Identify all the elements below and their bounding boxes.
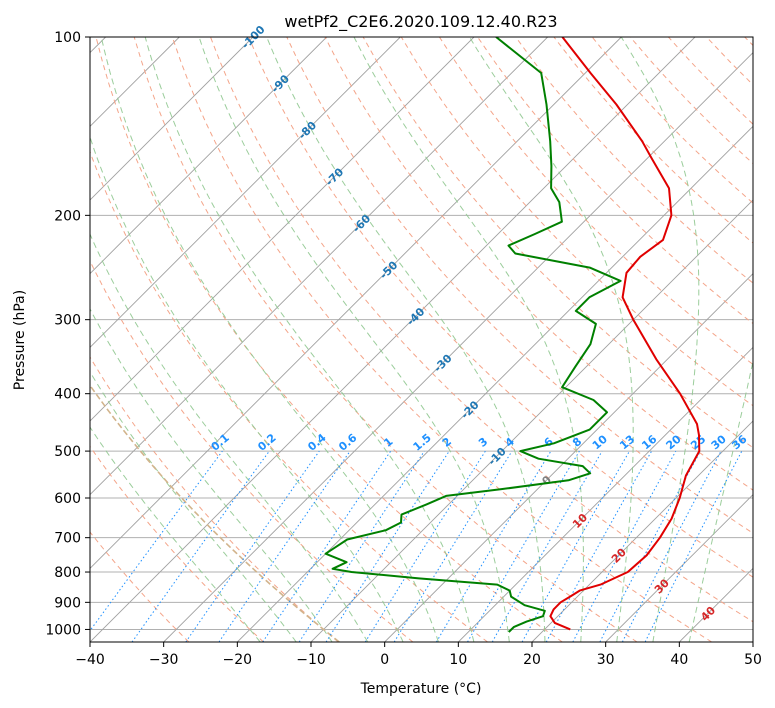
dry-adiabat-line	[90, 259, 414, 642]
moist-adiabat-line	[198, 37, 510, 642]
mixing-ratio-line	[218, 450, 351, 642]
chart-title: wetPf2_C2E6.2020.109.12.40.R23	[284, 12, 557, 32]
isotherm-line	[90, 37, 475, 422]
moist-adiabat-line	[90, 426, 261, 642]
mixing-ratio-line	[262, 450, 392, 642]
x-tick-label: 50	[744, 652, 762, 668]
x-tick-label: 30	[597, 652, 615, 668]
y-tick-label: 800	[54, 565, 81, 581]
moist-adiabat-line	[90, 232, 369, 642]
x-tick-label: 20	[523, 652, 541, 668]
moist-adiabat-line	[144, 37, 475, 642]
x-tick-label: −20	[223, 652, 253, 668]
isotherm-line	[605, 494, 753, 642]
y-tick-label: 900	[54, 595, 81, 611]
isotherm-line	[163, 52, 753, 642]
mixing-ratio-line	[90, 450, 223, 632]
isotherm-line	[752, 641, 753, 642]
isotherm-line	[90, 37, 548, 496]
moist-adiabat-line	[90, 135, 404, 642]
x-tick-label: −40	[75, 652, 105, 668]
moist-adiabat-line	[90, 370, 297, 642]
x-axis-label: Temperature (°C)	[360, 681, 482, 697]
mixing-ratio-line	[298, 450, 425, 642]
isotherm-line	[90, 37, 327, 275]
mixing-ratio-line	[325, 450, 450, 642]
dry-adiabat-line	[400, 37, 753, 407]
dry-adiabat-line	[90, 150, 488, 642]
mixing-ratio-line	[185, 450, 320, 642]
x-tick-label: −10	[296, 652, 326, 668]
dry-adiabat-line	[90, 445, 264, 642]
moist-adiabat-line	[100, 37, 439, 642]
dry-adiabat-line	[90, 356, 339, 642]
background-lines	[90, 37, 753, 642]
moist-adiabat-line	[620, 37, 700, 642]
mixing-ratio-line	[521, 450, 630, 642]
isotherm-line	[90, 37, 696, 642]
x-tick-label: −30	[149, 652, 179, 668]
y-tick-label: 300	[54, 313, 81, 329]
isotherm-line	[90, 37, 622, 569]
y-tick-label: 200	[54, 208, 81, 224]
temperature-profile-line	[549, 37, 701, 631]
y-axis-label: Pressure (hPa)	[12, 290, 28, 390]
isotherm-line	[458, 346, 753, 642]
mixing-ratio-line	[644, 450, 743, 642]
moist-adiabat-line	[266, 37, 546, 642]
y-tick-label: 100	[54, 30, 81, 46]
mixing-ratio-line	[545, 450, 653, 642]
x-tick-label: 10	[449, 652, 467, 668]
dry-adiabat-line	[515, 37, 753, 284]
isotherm-line	[237, 125, 753, 642]
dry-adiabat-line	[210, 37, 753, 623]
dry-adiabat-line	[438, 37, 753, 366]
moist-adiabat-line	[353, 37, 584, 642]
y-tick-label: 1000	[45, 622, 81, 638]
y-tick-label: 600	[54, 491, 81, 507]
dry-adiabat-line	[171, 37, 712, 642]
profile-series	[324, 37, 701, 633]
dewpoint-profile-line	[324, 37, 622, 633]
plot-frame	[89, 36, 754, 643]
x-tick-label: 40	[670, 652, 688, 668]
x-axis: −40 −30 −20 −10 0 10 20 30 40 50	[75, 642, 762, 668]
isotherm-line	[531, 420, 753, 642]
moist-adiabat-line	[90, 308, 333, 642]
isotherm-line	[90, 37, 401, 348]
y-tick-label: 700	[54, 531, 81, 547]
x-tick-label: 0	[380, 652, 389, 668]
plot-area-background	[90, 37, 753, 642]
mixing-ratio-line	[131, 450, 270, 642]
dry-adiabat-line	[90, 531, 190, 642]
y-tick-label: 400	[54, 387, 81, 403]
y-tick-label: 500	[54, 444, 81, 460]
reference-adiabat-line	[90, 384, 340, 642]
mixing-ratio-line	[393, 450, 513, 642]
isotherm-line	[384, 273, 753, 642]
moist-adiabat-line	[688, 358, 753, 642]
dry-adiabat-line	[133, 37, 638, 642]
dry-adiabat-line	[286, 37, 753, 534]
dry-adiabat-line	[248, 37, 753, 578]
isotherm-line	[90, 37, 254, 201]
mixing-ratio-line	[572, 450, 677, 642]
dry-adiabat-line	[95, 37, 563, 642]
y-axis: 100 200 300 400 500 600 700 800 900 1000	[45, 30, 90, 638]
